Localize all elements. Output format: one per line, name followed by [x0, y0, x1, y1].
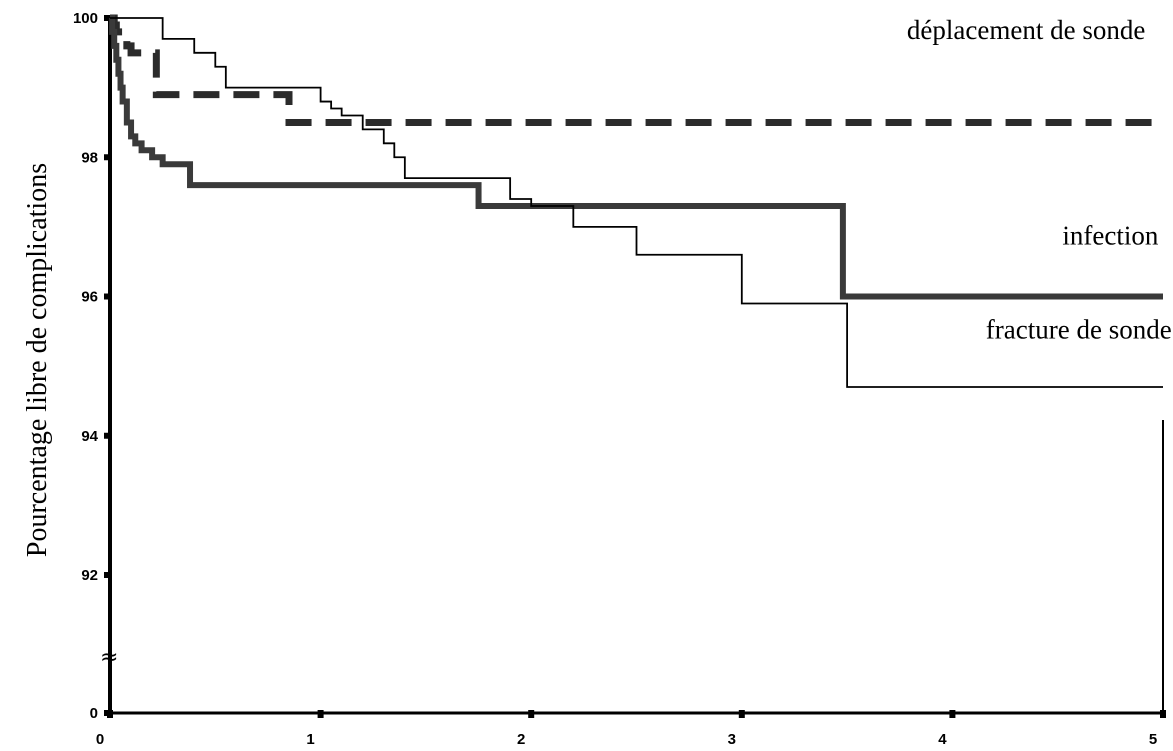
x-tick-label: 2: [517, 731, 525, 748]
y-tick-label: 0: [90, 705, 98, 722]
y-tick-label: 100: [73, 10, 98, 27]
series-annotation: infection: [1062, 220, 1158, 250]
x-tick-label: 3: [728, 731, 736, 748]
x-tick-mark: [317, 710, 324, 718]
series-line-thick: [109, 15, 1163, 300]
axis-break-symbol: ≈: [100, 645, 118, 670]
y-tick-mark: [104, 293, 112, 300]
y-tick-mark: [104, 432, 112, 439]
y-tick-mark: [104, 154, 112, 161]
y-tick-label: 92: [81, 567, 98, 584]
x-tick-label: 1: [306, 731, 314, 748]
y-tick-mark: [104, 15, 112, 21]
y-ticks: 0 92 94 96 98 100: [73, 10, 112, 722]
series-annotation: déplacement de sonde: [907, 15, 1145, 45]
series-annotation: fracture de sonde: [986, 314, 1172, 344]
x-tick-label: 5: [1149, 731, 1157, 748]
y-tick-label: 96: [81, 289, 98, 306]
x-tick-label: 0: [96, 731, 104, 748]
x-ticks: 0 1 2 3 4 5: [96, 710, 1166, 748]
x-tick-label: 4: [938, 731, 947, 748]
y-tick-label: 98: [81, 149, 98, 166]
annotations: déplacement de sonde infection fracture de…: [907, 15, 1172, 344]
y-axis-label: Pourcentage libre de complications: [22, 163, 53, 557]
series-line-dashed: [110, 14, 1163, 126]
y-tick-mark: [104, 572, 112, 578]
x-tick-mark: [949, 710, 956, 718]
x-tick-mark: [1160, 710, 1166, 718]
x-tick-mark: [738, 710, 745, 718]
y-tick-label: 94: [81, 428, 98, 445]
x-tick-mark: [107, 710, 113, 718]
series-line-thin: [110, 17, 1163, 388]
series-group: [109, 14, 1163, 388]
x-tick-mark: [528, 710, 535, 718]
